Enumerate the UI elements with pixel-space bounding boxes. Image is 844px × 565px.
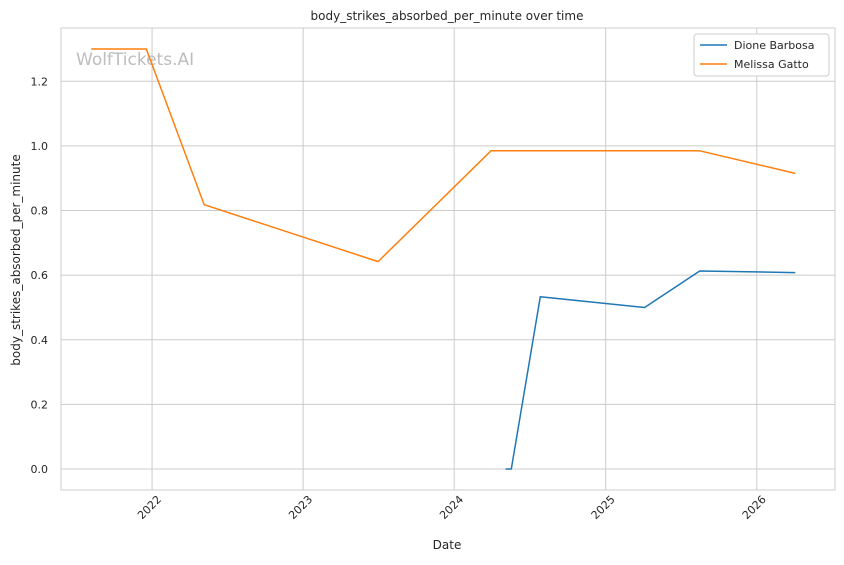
legend-box [693, 33, 830, 77]
grid-layer [61, 28, 835, 490]
y-axis-label: body_strikes_absorbed_per_minute [9, 154, 23, 365]
series-layer [91, 48, 796, 470]
x-axis-label: Date [433, 538, 462, 552]
y-tick-label: 1.2 [31, 75, 49, 88]
y-tick-label: 0.4 [31, 334, 49, 347]
series-line-dione-barbosa [505, 270, 796, 470]
legend: Dione Barbosa Melissa Gatto [693, 33, 830, 77]
y-tick-label: 0.6 [31, 269, 49, 282]
y-tick-label: 1.0 [31, 140, 49, 153]
plot-frame [60, 27, 836, 491]
chart-title: body_strikes_absorbed_per_minute over ti… [311, 9, 584, 23]
y-tick-label: 0.8 [31, 205, 49, 218]
watermark-text: WolfTickets.AI [76, 50, 194, 70]
y-tick-label: 0.2 [31, 398, 49, 411]
legend-label: Melissa Gatto [734, 58, 809, 71]
y-tick-label: 0.0 [31, 463, 49, 476]
legend-label: Dione Barbosa [734, 39, 815, 52]
series-line-melissa-gatto [91, 48, 796, 263]
